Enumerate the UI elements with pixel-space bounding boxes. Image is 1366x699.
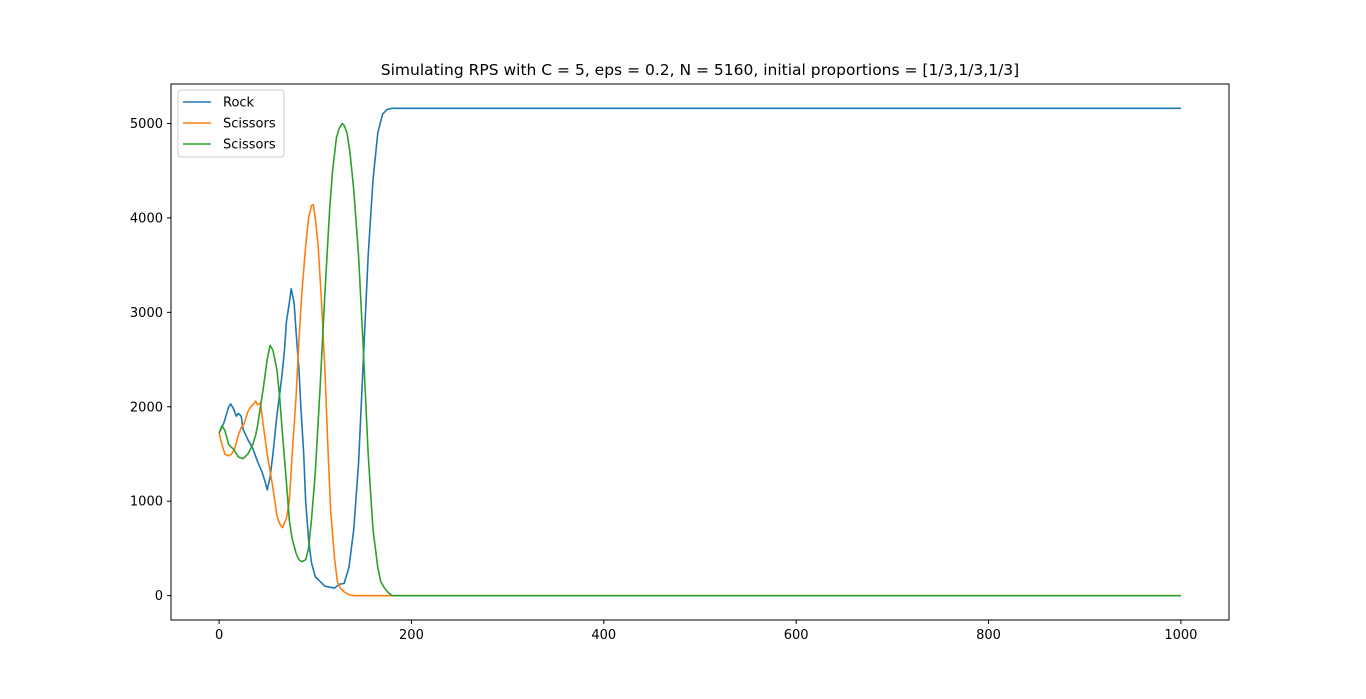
x-tick-label: 800 xyxy=(976,628,1001,643)
legend-label-2: Scissors xyxy=(223,138,276,153)
x-tick-label: 400 xyxy=(591,628,616,643)
y-tick-label: 0 xyxy=(155,589,163,604)
y-tick-label: 2000 xyxy=(130,400,163,415)
y-tick-label: 1000 xyxy=(130,495,163,510)
legend-box xyxy=(177,89,285,158)
y-tick-label: 4000 xyxy=(130,211,163,226)
legend: Rock Scissors Scissors xyxy=(177,89,285,158)
x-tick-label: 600 xyxy=(784,628,809,643)
series-line-0 xyxy=(218,107,1181,589)
y-tick-label: 3000 xyxy=(130,306,163,321)
legend-label-0: Rock xyxy=(223,96,255,111)
chart-title: Simulating RPS with C = 5, eps = 0.2, N … xyxy=(381,61,1019,79)
series-layer xyxy=(218,107,1181,597)
axes-layer: 0 200 400 600 800 1000 0 1000 2000 3000 4000 5000 xyxy=(130,83,1230,643)
x-tick-label: 200 xyxy=(399,628,424,643)
series-line-1 xyxy=(218,203,1181,597)
series-line-2 xyxy=(218,122,1181,597)
x-tick-label: 1000 xyxy=(1164,628,1197,643)
legend-label-1: Scissors xyxy=(223,117,276,132)
y-tick-label: 5000 xyxy=(130,117,163,132)
x-tick-label: 0 xyxy=(215,628,223,643)
plot-frame xyxy=(170,83,1230,621)
